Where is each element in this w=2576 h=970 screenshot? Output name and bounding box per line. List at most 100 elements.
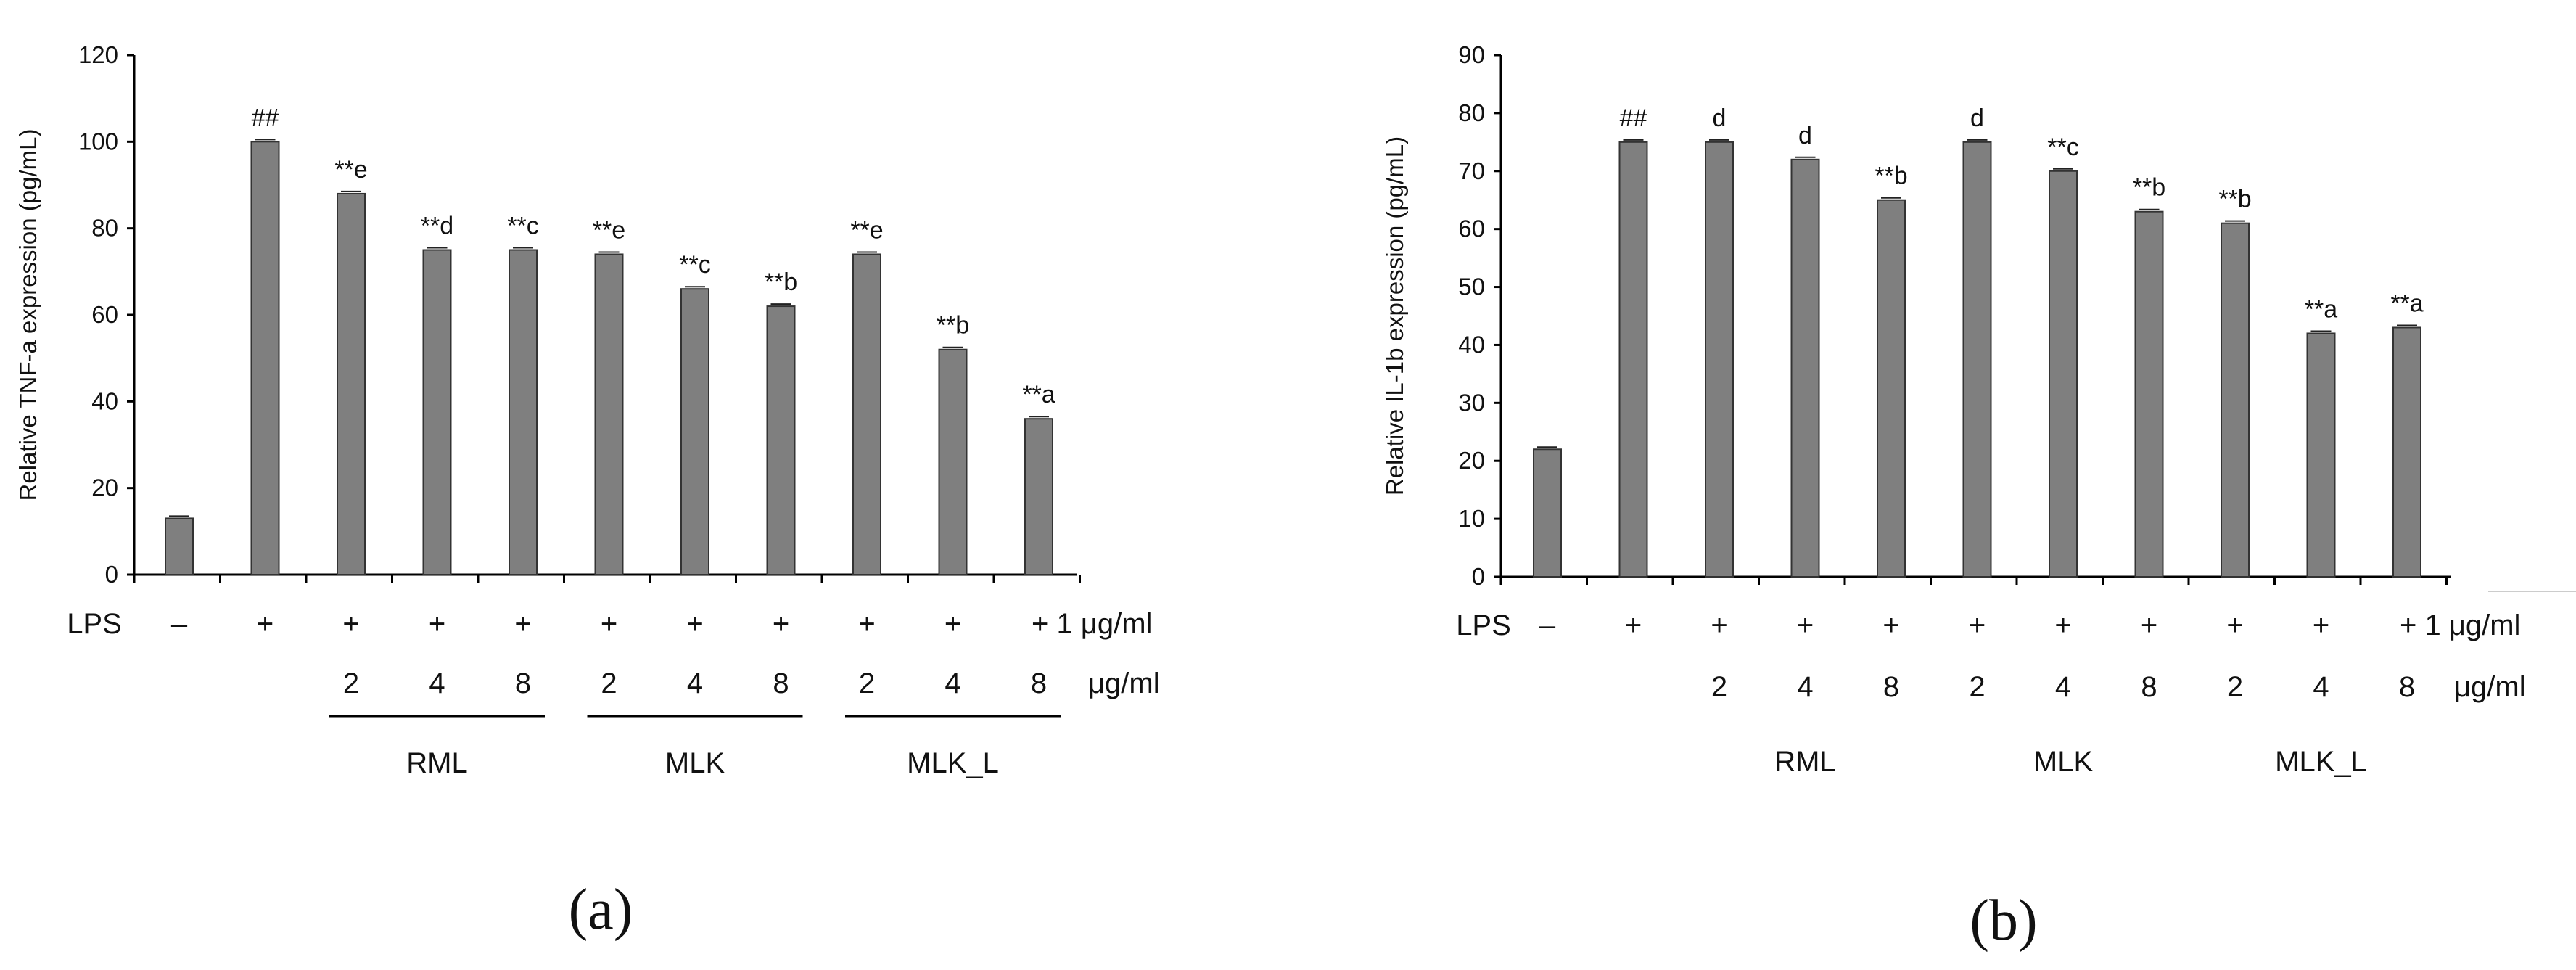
panel-b-bar: [2049, 170, 2078, 578]
panel-a-group-label: MLK_L: [907, 747, 999, 779]
panel-b-significance-label: **b: [1875, 163, 1907, 190]
panel-b-y-tick-label: 20: [1458, 447, 1485, 474]
panel-a-lps-value: +: [858, 608, 875, 640]
panel-b-lps-value: +: [1882, 609, 1899, 641]
panel-b-y-tick-label: 10: [1458, 505, 1485, 532]
panel-a-y-tick-label: 100: [78, 128, 118, 155]
panel-b-significance-label: d: [1798, 122, 1812, 149]
panel-a-bar: [766, 305, 796, 575]
panel-b-lps-label: LPS: [1456, 609, 1511, 641]
panel-a-significance-label: ##: [252, 104, 279, 131]
panel-a-label: (a): [569, 878, 633, 942]
panel-b-significance-label: **a: [2390, 289, 2423, 317]
panel-a-significance-label: **a: [1022, 381, 1055, 408]
panel-b-y-tick-label: 60: [1458, 215, 1485, 242]
panel-a-y-tick-label: 0: [105, 561, 118, 588]
panel-a-lps-value: +: [514, 608, 531, 640]
panel-a-lps-value: +: [686, 608, 703, 640]
panel-b-group-label: MLK_L: [2275, 746, 2367, 778]
panel-b-significance-label: d: [1713, 104, 1727, 132]
panel-b-bar: [1962, 141, 1992, 578]
panel-b-bar: [2134, 210, 2164, 578]
panel-a-concentration-value: 4: [945, 667, 960, 699]
panel-a-bar: [938, 348, 968, 575]
panel-a-significance-label: **c: [507, 213, 538, 240]
panel-a-concentration-value: 4: [687, 667, 703, 699]
panel-a-bar: [337, 192, 366, 575]
panel-b-bar: [2392, 326, 2421, 578]
panel-a-y-tick-label: 40: [91, 387, 118, 414]
panel-b-y-tick-label: 90: [1458, 41, 1485, 68]
panel-b-y-tick-label: 40: [1458, 331, 1485, 358]
panel-b-bar: [1705, 141, 1734, 578]
panel-a-lps-value: +: [257, 608, 273, 640]
panel-b-significance-label: **c: [2047, 133, 2078, 161]
panel-b-lps-value: –: [1539, 609, 1556, 641]
panel-b-significance-label: **b: [2133, 174, 2165, 202]
panel-b-lps-value: +: [1797, 609, 1814, 641]
panel-a-y-tick-label: 60: [91, 301, 118, 328]
panel-a-bar: [165, 517, 194, 576]
panel-a-significance-label: **d: [421, 213, 453, 240]
panel-b-bar: [2306, 332, 2336, 578]
panel-b-concentration-value: 2: [1969, 671, 1985, 703]
panel-b-significance-label: **b: [2218, 186, 2251, 213]
panel-a-lps-value: +: [945, 608, 961, 640]
panel-a-lps-value: +: [601, 608, 617, 640]
panel-b-y-tick-label: 50: [1458, 274, 1485, 300]
panel-b-significance-label: d: [1970, 104, 1984, 132]
panel-b-concentration-value: 4: [2055, 671, 2071, 703]
panel-a-lps-value: +: [342, 608, 359, 640]
panel-b-concentration-value: 2: [2227, 671, 2243, 703]
panel-a-significance-label: **c: [679, 251, 710, 279]
panel-a-significance-label: **b: [937, 312, 969, 340]
panel-a-chart: 0 20 40 60 80 100 120 Relative TNF-a expression…: [15, 41, 1160, 942]
panel-b-group-label: MLK: [2033, 746, 2094, 778]
panel-b-lps-value: +: [1969, 609, 1986, 641]
panel-a-group-label: MLK: [665, 747, 725, 779]
panel-b-y-tick-label: 0: [1472, 563, 1485, 590]
panel-b-lps-value: +: [2313, 609, 2329, 641]
panel-b-concentration-value: 4: [1797, 671, 1813, 703]
panel-b-concentration-value: 4: [2313, 671, 2329, 703]
panel-a-bar: [422, 249, 452, 575]
panel-a-bar: [594, 253, 624, 575]
panel-a-y-tick-label: 20: [91, 474, 118, 501]
panel-a-lps-label: LPS: [67, 608, 122, 640]
panel-a-significance-label: **e: [334, 156, 367, 184]
panel-a-y-tick-label: 120: [78, 41, 118, 68]
panel-a-y-tick-label: 80: [91, 215, 118, 242]
panel-b-group-label: RML: [1774, 746, 1835, 778]
panel-b-y-tick-label: 70: [1458, 157, 1485, 184]
panel-a-concentration-value: 4: [429, 667, 445, 699]
panel-a-concentration-value: 2: [601, 667, 617, 699]
panel-a-concentration-value: 2: [859, 667, 875, 699]
panel-a-concentration-value: 8: [1031, 667, 1047, 699]
panel-a-concentration-value: 8: [773, 667, 789, 699]
panel-b-lps-value: +: [2226, 609, 2243, 641]
panel-b-bar: [2221, 222, 2250, 578]
panel-a-concentration-unit: μg/ml: [1088, 667, 1160, 699]
panel-a-concentration-value: 8: [515, 667, 531, 699]
panel-b-lps-value: +: [1711, 609, 1727, 641]
panel-b-y-tick-label: 30: [1458, 389, 1485, 416]
panel-b-significance-label: ##: [1620, 104, 1647, 132]
panel-b-bar: [1533, 448, 1562, 578]
panel-b-concentration-value: 8: [2141, 671, 2157, 703]
panel-a-lps-value: –: [171, 608, 188, 640]
panel-a-significance-label: **b: [765, 268, 797, 296]
panel-b-significance-label: **a: [2305, 295, 2337, 323]
panel-b-bar: [1790, 158, 1820, 578]
panel-a-bar: [250, 141, 280, 576]
panel-b-lps-value: +: [2141, 609, 2157, 641]
panel-a-group-label: RML: [406, 747, 467, 779]
panel-a-bar: [509, 249, 538, 575]
panel-b-bar: [1618, 141, 1648, 578]
panel-b-bar: [1877, 199, 1906, 578]
panel-a-y-axis-title: Relative TNF-a expression (pg/mL): [15, 129, 41, 501]
panel-b-y-axis-title: Relative IL-1b expression (pg/mL): [1381, 136, 1408, 496]
panel-a-bar: [852, 253, 881, 575]
panel-b-label: (b): [1970, 889, 2037, 953]
panel-a-bar: [1024, 418, 1053, 576]
